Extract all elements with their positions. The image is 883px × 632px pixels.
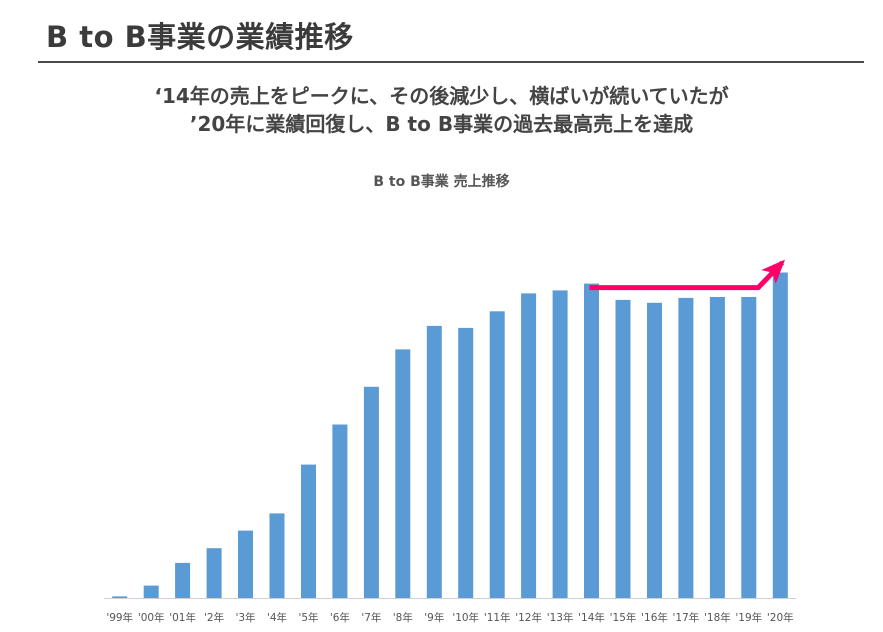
bar-7 [332, 424, 348, 598]
bar-6 [301, 464, 316, 598]
x-tick-label: '7年 [361, 611, 381, 624]
chart-title: B to B事業 売上推移 [373, 174, 510, 190]
x-tick-label: '17年 [673, 611, 700, 624]
x-tick-label: '16年 [641, 611, 668, 624]
bar-group [112, 272, 788, 598]
headline-line-2: ’20年に業績回復し、B to B事業の過去最高売上を達成 [189, 112, 694, 136]
bar-21 [772, 272, 788, 598]
x-tick-label: '18年 [704, 611, 731, 624]
bar-0 [112, 596, 128, 598]
bar-11 [458, 327, 474, 598]
bar-20 [741, 297, 757, 598]
trend-arrow [589, 259, 786, 291]
headline: ‘14年の売上をピークに、その後減少し、横ばいが続いていたが ’20年に業績回復… [0, 82, 883, 138]
x-tick-label: '10年 [452, 611, 479, 624]
bar-8 [363, 386, 379, 598]
x-tick-label: '3年 [235, 611, 255, 624]
x-tick-label: '2年 [204, 611, 224, 624]
bar-3 [206, 548, 222, 598]
x-tick-labels: '99年 '00年 '01年 '2年 '3年 '4年 '5年 '6年 '7年 '8年 '9年 '10年… [106, 611, 793, 624]
x-tick-label: '9年 [424, 611, 444, 624]
bar-19 [709, 297, 725, 598]
bar-1 [143, 585, 159, 598]
bar-14 [552, 290, 568, 598]
bar-13 [521, 293, 537, 598]
bar-10 [426, 325, 442, 598]
x-tick-label: '14年 [578, 611, 605, 624]
x-tick-label: '8年 [393, 611, 413, 624]
bar-2 [175, 562, 191, 598]
x-tick-label: '20年 [767, 611, 794, 624]
bar-5 [269, 513, 285, 598]
x-tick-label: '11年 [484, 611, 511, 624]
x-tick-label: '4年 [267, 611, 287, 624]
x-tick-label: '99年 [106, 611, 133, 624]
bar-12 [489, 311, 505, 598]
x-tick-label: '15年 [610, 611, 637, 624]
page-title: B to B事業の業績推移 [46, 20, 354, 54]
x-tick-label: '19年 [735, 611, 762, 624]
bar-17 [647, 302, 662, 598]
x-tick-label: '01年 [169, 611, 196, 624]
bar-9 [395, 349, 411, 598]
x-tick-label: '13年 [547, 611, 574, 624]
headline-line-1: ‘14年の売上をピークに、その後減少し、横ばいが続いていたが [154, 84, 729, 108]
x-tick-label: '5年 [298, 611, 318, 624]
x-tick-label: '12年 [515, 611, 542, 624]
bar-18 [678, 297, 694, 598]
bar-16 [615, 299, 631, 598]
bar-4 [238, 530, 253, 598]
x-tick-label: '6年 [330, 611, 350, 624]
x-tick-label: '00年 [138, 611, 165, 624]
bar-15 [584, 283, 599, 598]
title-divider [38, 61, 864, 63]
